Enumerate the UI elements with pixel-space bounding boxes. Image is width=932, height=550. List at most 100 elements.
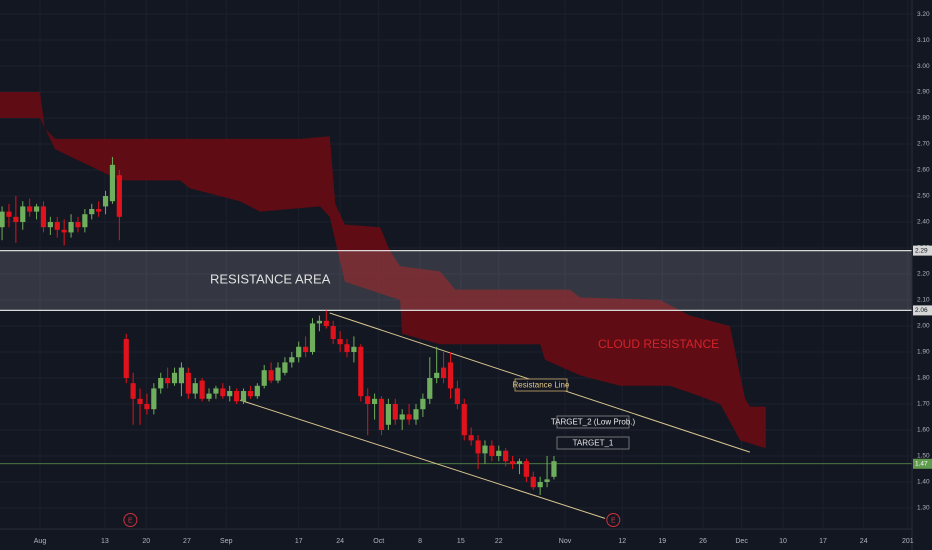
candle-body [323,320,329,327]
candle-body [461,403,467,436]
x-tick-label: 8 [418,538,422,545]
candle-body [82,214,88,228]
candle-body [151,388,157,410]
candle-body [185,372,191,394]
target-2-label: TARGET_2 (Low Prob.) [551,418,636,427]
candle-body [6,211,12,217]
price-tag-label: 2.06 [915,307,928,314]
y-tick-label: 1.60 [917,427,930,434]
x-tick-label: Oct [373,538,384,545]
candle-body [523,461,529,477]
x-tick-label: 12 [618,538,626,545]
candle-body [358,346,364,397]
y-tick-label: 2.60 [917,167,930,174]
candle-body [199,380,205,399]
candle-body [365,396,371,404]
candle-body [385,403,391,425]
price-tag-label: 1.47 [915,461,928,468]
candle-body [165,377,171,384]
candle-body [468,435,474,441]
y-tick-label: 1.50 [917,453,930,460]
candle-body [27,206,33,212]
candle-body [130,383,136,399]
cloud [0,92,766,449]
candle-body [447,362,454,389]
candle-body [13,216,19,223]
x-tick-label: 27 [183,538,191,545]
y-tick-label: 2.90 [917,89,930,96]
resistance-zone [0,250,912,311]
x-tick-label: Sep [220,538,233,545]
candle-body [516,461,523,464]
y-tick-label: 1.40 [917,479,930,486]
candle-body [213,388,219,394]
candle-body [227,390,233,397]
candle-body [351,346,357,352]
candle-body [440,367,447,378]
y-tick-label: 2.20 [917,271,930,278]
candle-body [47,222,53,228]
label-box [556,415,630,429]
candle-body [544,479,550,482]
candle-body [123,339,129,378]
candle-body [530,476,536,488]
event-marker [123,513,138,527]
y-tick-label: 3.20 [917,11,930,18]
y-tick-label: 3.00 [917,63,930,70]
y-tick-label: 2.80 [917,115,930,122]
candle-body [275,367,281,381]
candle-body [220,388,226,397]
y-tick-label: 2.10 [917,297,930,304]
candle-body [503,450,509,462]
x-tick-label: 13 [101,538,109,545]
candle-body [268,370,274,381]
candle-body [89,209,95,215]
price-tag [913,458,932,469]
candle-body [247,390,254,397]
resistance-line-label: Resistance Line [513,381,570,390]
candle-body [330,326,336,340]
x-tick-label: 15 [457,538,465,545]
y-tick-label: 2.70 [917,141,930,148]
axes: 1.30 1.40 1.50 1.60 1.70 1.80 1.90 2.00 2.10 2.20… [34,11,932,545]
candle-body [144,403,150,410]
y-tick-label: 1.30 [917,505,930,512]
candle-body [20,206,26,223]
y-tick-label: 1.80 [917,375,930,382]
x-tick-label: 24 [336,538,344,545]
x-tick-label: 17 [295,538,303,545]
candle-body [61,229,67,233]
candle-body [158,377,164,389]
candle-body [282,362,288,373]
candle-body [551,461,557,477]
candle-body [96,209,102,212]
candle-body [54,222,60,230]
resistance-area-label: RESISTANCE AREA [210,271,331,286]
candle-body [240,390,247,402]
candle-body [344,344,350,352]
candle-body [171,372,178,384]
candle-body [420,398,426,410]
candle-body [316,320,323,324]
y-tick-label: 2.50 [917,193,930,200]
candle-body [75,222,81,228]
candle-body [496,450,502,456]
candle-body [378,398,385,430]
candle-body [102,196,109,207]
price-axis [912,0,932,550]
candle-body [406,414,412,420]
candle-body [33,206,40,212]
candle-body [296,346,302,358]
y-tick-label: 1.90 [917,349,930,356]
candle-body [116,175,122,217]
x-tick-label: 20 [142,538,150,545]
event-label: E [128,517,133,524]
label-box [514,378,568,392]
x-tick-label: 19 [658,538,666,545]
candle-body [475,440,481,454]
x-tick-label: 24 [860,538,868,545]
x-tick-label: 26 [699,538,707,545]
trend-line [239,399,606,519]
